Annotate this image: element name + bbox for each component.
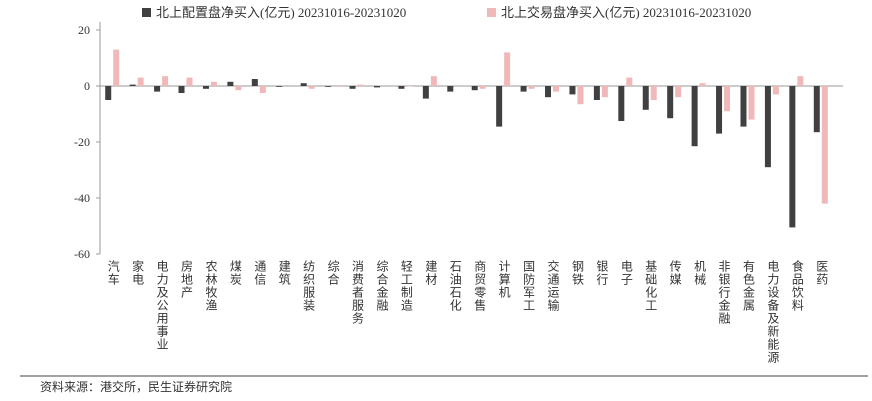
bar xyxy=(105,86,112,100)
legend-swatch xyxy=(142,8,151,17)
bar xyxy=(667,86,674,119)
bar xyxy=(821,86,828,204)
x-tick-label: 纺织服装 xyxy=(302,260,316,312)
bar xyxy=(528,86,535,89)
x-tick-label: 房地产 xyxy=(180,259,194,299)
x-tick-label: 计算机 xyxy=(497,260,511,299)
x-tick-label: 非银行金融 xyxy=(717,260,731,325)
x-tick-label: 建筑 xyxy=(277,260,291,286)
x-tick-label: 电力设备及新能源 xyxy=(766,260,780,364)
bar xyxy=(430,76,437,86)
bar xyxy=(797,76,804,86)
bar xyxy=(357,84,364,86)
bar xyxy=(601,86,608,98)
bar xyxy=(186,77,193,86)
bar xyxy=(210,81,217,86)
x-tick-label: 综合 xyxy=(326,260,340,286)
x-tick-label: 通信 xyxy=(253,260,267,286)
bar xyxy=(178,86,185,93)
x-tick-label: 交通运输 xyxy=(546,259,560,312)
x-tick-label: 综合金融 xyxy=(375,260,389,312)
bar xyxy=(772,86,779,95)
x-tick-label: 机械 xyxy=(693,260,707,286)
x-tick-label: 食品饮料 xyxy=(790,259,804,312)
x-tick-label: 银行 xyxy=(595,260,609,286)
bar xyxy=(626,77,633,86)
y-tick-label: -40 xyxy=(74,191,90,205)
bar xyxy=(479,86,486,89)
x-tick-label: 消费者服务 xyxy=(351,260,365,325)
x-tick-label: 建材 xyxy=(424,260,438,286)
bar xyxy=(349,86,356,89)
x-tick-label: 轻工制造 xyxy=(399,260,413,312)
bar xyxy=(129,84,136,86)
bar xyxy=(650,86,657,100)
bar xyxy=(496,86,503,127)
bar xyxy=(300,83,307,86)
bar xyxy=(618,86,625,121)
x-tick-label: 商贸零售 xyxy=(473,259,487,312)
legend-swatch xyxy=(487,8,496,17)
bar xyxy=(137,77,144,86)
bar xyxy=(471,86,478,91)
bar xyxy=(642,86,649,110)
source-note: 资料来源：港交所，民生证券研究院 xyxy=(40,379,232,394)
y-tick-label: -20 xyxy=(74,135,90,149)
bar xyxy=(740,86,747,127)
x-tick-label: 电子 xyxy=(619,260,633,286)
bar xyxy=(691,86,698,147)
bar xyxy=(569,86,576,95)
bar xyxy=(724,86,731,112)
bar xyxy=(235,86,242,91)
bar xyxy=(577,86,584,105)
x-tick-label: 医药 xyxy=(815,260,829,286)
bar xyxy=(789,86,796,228)
x-tick-label: 电力及公用事业 xyxy=(155,260,169,351)
bar xyxy=(813,86,820,133)
x-tick-label: 基础化工 xyxy=(644,260,658,312)
bar xyxy=(325,86,332,87)
bar xyxy=(520,86,527,92)
y-tick-label: 0 xyxy=(84,79,90,93)
x-tick-label: 煤炭 xyxy=(228,260,242,286)
bar xyxy=(593,86,600,100)
y-tick-label: 20 xyxy=(78,23,90,37)
x-tick-label: 家电 xyxy=(131,259,145,286)
bar xyxy=(373,86,380,88)
bar xyxy=(406,86,413,87)
bar xyxy=(699,83,706,86)
bar xyxy=(251,79,258,86)
bar xyxy=(162,76,169,86)
bar xyxy=(333,86,340,87)
bar xyxy=(276,86,283,87)
x-tick-label: 有色金属 xyxy=(741,260,755,312)
x-tick-label: 石油石化 xyxy=(448,260,462,312)
legend-label: 北上配置盘净买入(亿元) 20231016-20231020 xyxy=(156,5,406,20)
bar xyxy=(545,86,552,98)
bar xyxy=(447,86,454,92)
x-tick-label: 农林牧渔 xyxy=(204,260,218,312)
legend-label: 北上交易盘净买入(亿元) 20231016-20231020 xyxy=(501,5,751,20)
bar xyxy=(422,86,429,99)
bar xyxy=(154,86,161,92)
bar xyxy=(398,86,405,89)
bar xyxy=(202,86,209,89)
x-tick-label: 汽车 xyxy=(106,259,120,286)
bar xyxy=(716,86,723,134)
x-tick-label: 钢铁 xyxy=(570,260,584,286)
bar xyxy=(308,86,315,89)
bar xyxy=(675,86,682,98)
bar xyxy=(748,86,755,120)
x-tick-label: 国防军工 xyxy=(522,260,536,312)
bar xyxy=(504,52,511,86)
bar xyxy=(553,86,560,92)
bar xyxy=(227,81,234,86)
x-tick-label: 传媒 xyxy=(668,259,682,286)
y-tick-label: -60 xyxy=(74,247,90,261)
bar xyxy=(113,49,120,86)
bar xyxy=(259,86,266,93)
bar xyxy=(764,86,771,168)
